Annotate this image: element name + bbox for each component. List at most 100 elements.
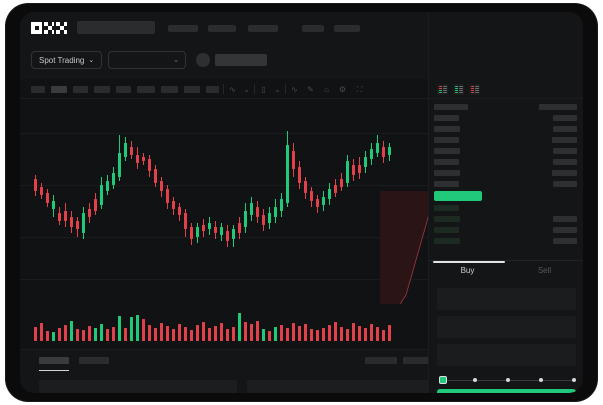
candle-body — [322, 197, 325, 205]
order-book-ask-row[interactable] — [429, 113, 583, 124]
ob-price — [434, 115, 459, 121]
volume-bar — [82, 330, 85, 341]
volume-bar — [250, 324, 253, 341]
volume-bar — [286, 328, 289, 341]
order-book-bid-row[interactable] — [429, 214, 583, 225]
volume-bar — [148, 325, 151, 341]
timeframe-1d[interactable] — [161, 86, 178, 93]
trading-pair-selector[interactable]: ⌄ — [108, 51, 186, 69]
volume-bar — [274, 327, 277, 341]
nav-item-3[interactable] — [248, 25, 278, 32]
place-order-button[interactable] — [437, 389, 576, 393]
chevron-down-icon[interactable]: ⌄ — [243, 85, 250, 94]
tab-sell[interactable]: Sell — [537, 266, 552, 275]
candle-body — [346, 161, 349, 183]
nav-item-5[interactable] — [334, 25, 360, 32]
ob-price — [434, 205, 459, 211]
indicators-icon[interactable]: ∿ — [229, 85, 236, 94]
orders-tab-active-underline — [39, 370, 69, 371]
nav-item-4[interactable] — [302, 25, 324, 32]
search-input[interactable] — [77, 21, 155, 34]
ob-mode-both-icon[interactable] — [437, 84, 448, 95]
order-book-bid-row[interactable] — [429, 236, 583, 247]
ob-mode-asks-icon[interactable] — [469, 84, 480, 95]
slider-stop-75[interactable] — [539, 377, 543, 382]
timeframe-5m[interactable] — [51, 86, 67, 93]
chevron-down-icon-2[interactable]: ⌄ — [274, 85, 281, 94]
chart-type-icon[interactable]: ▯ — [261, 85, 266, 94]
order-book-ask-row[interactable] — [429, 146, 583, 157]
orders-tab-open[interactable] — [39, 357, 69, 364]
candle-body — [370, 149, 373, 159]
ob-amount — [553, 115, 577, 121]
order-book-bid-row[interactable] — [429, 225, 583, 236]
amount-percent-slider[interactable] — [439, 376, 578, 384]
volume-bar — [334, 322, 337, 341]
candle-body — [94, 199, 97, 211]
volume-bar — [322, 328, 325, 341]
pencil-icon[interactable]: ✎ — [307, 85, 314, 94]
order-book-ask-row[interactable] — [429, 124, 583, 135]
volume-bar — [124, 328, 127, 341]
timeframe-1mo[interactable] — [206, 86, 219, 93]
orders-panel — [20, 349, 447, 393]
settings-icon[interactable]: ⚙ — [338, 85, 347, 94]
volume-bar — [226, 329, 229, 341]
order-book-ask-row[interactable] — [429, 102, 583, 113]
market-type-dropdown[interactable]: Spot Trading ⌄ — [31, 51, 103, 69]
order-amount-field[interactable] — [437, 316, 576, 338]
okx-logo[interactable] — [31, 22, 68, 34]
order-book-bid-row[interactable] — [429, 203, 583, 214]
order-book-ask-row[interactable] — [429, 157, 583, 168]
orders-tab-history[interactable] — [79, 357, 109, 364]
candle-body — [70, 217, 73, 227]
timeframe-1w[interactable] — [184, 86, 200, 93]
volume-bar — [280, 325, 283, 341]
order-book-ask-row[interactable] — [429, 135, 583, 146]
candle-body — [40, 187, 43, 195]
orders-action-1[interactable] — [365, 357, 397, 364]
volume-bar — [376, 327, 379, 341]
ob-mode-bids-icon[interactable] — [453, 84, 464, 95]
camera-icon[interactable]: ⌂ — [324, 85, 329, 94]
fullscreen-icon[interactable]: ⛶ — [356, 85, 363, 94]
volume-bar — [100, 324, 103, 341]
nav-item-2[interactable] — [208, 25, 236, 32]
order-price-field[interactable] — [437, 288, 576, 310]
candle-body — [364, 157, 367, 167]
timeframe-30m[interactable] — [94, 86, 110, 93]
volume-bar — [310, 329, 313, 341]
order-total-field[interactable] — [437, 344, 576, 366]
ob-amount — [553, 126, 577, 132]
slider-handle[interactable] — [439, 376, 447, 384]
timeframe-1h[interactable] — [116, 86, 131, 93]
slider-stop-100[interactable] — [572, 377, 576, 382]
nav-item-1[interactable] — [168, 25, 198, 32]
volume-bar — [328, 325, 331, 341]
depth-ask-line — [400, 216, 428, 304]
candle-body — [106, 181, 109, 191]
ob-price — [434, 126, 460, 132]
orders-card-left[interactable] — [39, 380, 237, 393]
candle-body — [286, 145, 289, 203]
timeframe-1m[interactable] — [31, 86, 45, 93]
order-book-ask-row[interactable] — [429, 168, 583, 179]
candle-body — [130, 147, 133, 155]
timeframe-4h[interactable] — [137, 86, 155, 93]
line-tool-icon[interactable]: ∿ — [291, 85, 298, 94]
logo-glyph-o — [31, 22, 42, 34]
candle-body — [142, 157, 145, 161]
volume-bar — [220, 323, 223, 341]
timeframe-15m[interactable] — [73, 86, 88, 93]
slider-stop-25[interactable] — [473, 377, 477, 382]
tab-buy[interactable]: Buy — [460, 266, 475, 275]
order-book-ask-row[interactable] — [429, 179, 583, 190]
candle-body — [208, 223, 211, 229]
orders-action-2[interactable] — [403, 357, 435, 364]
candlestick-chart[interactable] — [20, 99, 428, 304]
orders-card-right[interactable] — [247, 380, 447, 393]
volume-bar — [64, 325, 67, 341]
candle-body — [136, 155, 139, 163]
slider-stop-50[interactable] — [506, 377, 510, 382]
volume-bar — [370, 324, 373, 341]
